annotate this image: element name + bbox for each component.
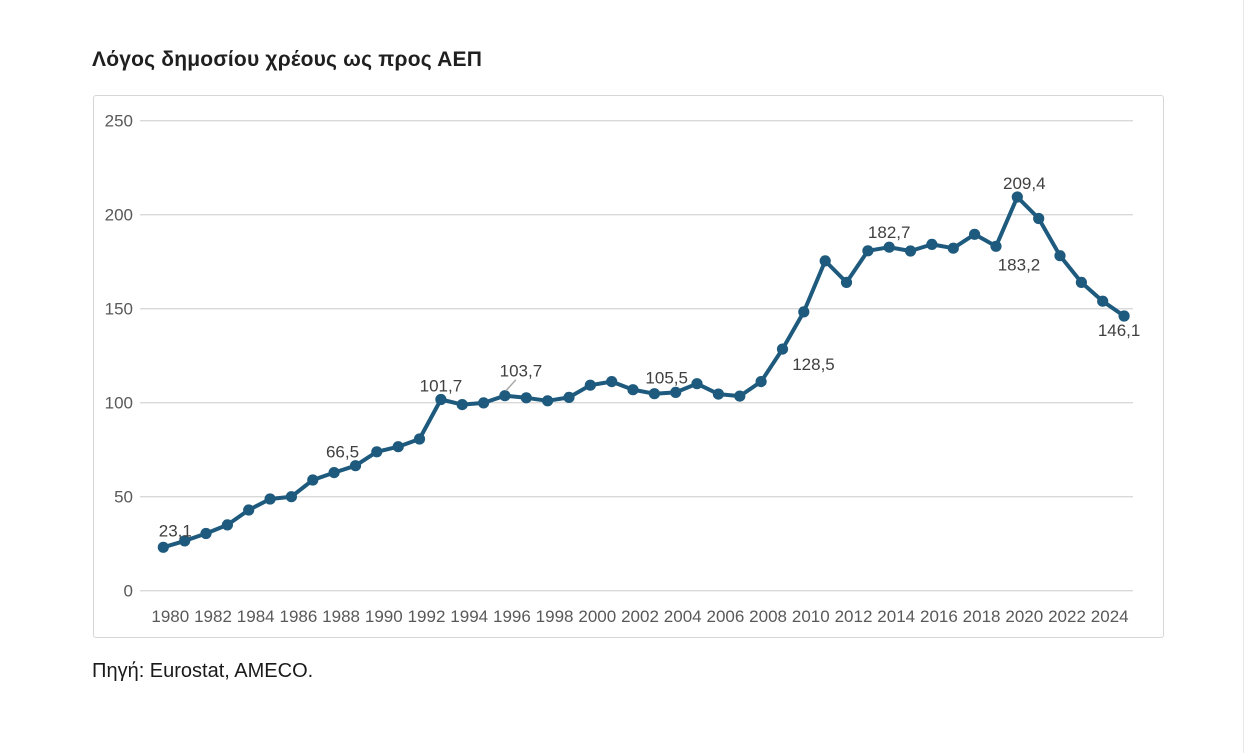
- data-point-1989: [349, 460, 362, 472]
- data-label-2025: 146,1: [1098, 321, 1141, 340]
- x-tick-2016: 2016: [920, 607, 958, 626]
- data-point-2001: [606, 376, 618, 388]
- data-label-2020: 209,4: [1003, 174, 1046, 193]
- data-point-2023: [1075, 276, 1087, 288]
- data-label-1996: 103,7: [500, 362, 543, 381]
- data-point-1992: [413, 433, 426, 445]
- data-point-2021: [1033, 212, 1045, 225]
- data-point-2017: [947, 242, 959, 254]
- data-point-1995: [478, 397, 490, 409]
- x-tick-1986: 1986: [279, 607, 317, 626]
- y-tick-200: 200: [105, 206, 133, 225]
- data-point-2019: [990, 240, 1002, 252]
- data-point-2008: [755, 376, 767, 388]
- y-tick-250: 250: [105, 112, 133, 131]
- data-point-1994: [456, 399, 468, 411]
- x-tick-2020: 2020: [1005, 607, 1043, 626]
- y-tick-100: 100: [105, 394, 133, 413]
- page-title: Λόγος δημοσίου χρέους ως προς ΑΕΠ: [92, 48, 483, 71]
- x-tick-2010: 2010: [792, 607, 830, 626]
- data-label-2019: 183,2: [998, 255, 1041, 274]
- data-point-2012: [840, 276, 853, 288]
- data-point-2015: [904, 245, 917, 257]
- data-point-1983: [221, 519, 233, 531]
- data-point-1999: [563, 391, 575, 403]
- data-point-1991: [392, 441, 404, 453]
- x-tick-2024: 2024: [1091, 607, 1129, 626]
- data-point-1993: [435, 393, 447, 406]
- x-tick-2022: 2022: [1048, 607, 1086, 626]
- data-point-2013: [862, 245, 874, 257]
- data-point-2000: [584, 379, 596, 391]
- x-tick-2014: 2014: [877, 607, 915, 626]
- data-point-1982: [200, 527, 212, 540]
- x-tick-2008: 2008: [749, 607, 787, 626]
- y-tick-150: 150: [105, 300, 133, 319]
- data-point-1984: [243, 504, 255, 516]
- x-tick-1994: 1994: [450, 607, 488, 626]
- data-point-1987: [307, 474, 319, 486]
- chart-container: [93, 95, 1164, 638]
- x-tick-1996: 1996: [493, 607, 531, 626]
- data-point-2004: [670, 386, 682, 398]
- series-line: [161, 195, 1127, 550]
- y-tick-50: 50: [114, 488, 133, 507]
- data-point-2022: [1054, 250, 1066, 262]
- data-point-1996: [499, 390, 511, 402]
- data-point-2011: [819, 255, 831, 267]
- x-tick-1984: 1984: [237, 607, 275, 626]
- data-point-2003: [648, 388, 661, 400]
- data-point-1997: [520, 392, 532, 404]
- data-point-2020: [1011, 191, 1023, 203]
- x-tick-2004: 2004: [664, 607, 702, 626]
- data-point-2010: [798, 306, 810, 318]
- data-point-2002: [627, 384, 639, 396]
- data-point-2025: [1118, 310, 1130, 322]
- data-label-1989: 66,5: [326, 443, 359, 462]
- data-point-1998: [542, 395, 554, 407]
- x-tick-2012: 2012: [835, 607, 873, 626]
- data-label-2004: 105,5: [645, 368, 688, 387]
- data-point-1986: [285, 491, 297, 503]
- y-tick-0: 0: [124, 582, 133, 601]
- page-edge-divider: [1243, 0, 1244, 753]
- data-point-2005: [691, 378, 703, 390]
- data-point-2024: [1097, 295, 1109, 307]
- x-tick-2018: 2018: [963, 607, 1001, 626]
- data-label-2014: 182,7: [868, 223, 911, 242]
- data-point-1990: [371, 446, 383, 458]
- data-point-2016: [926, 238, 938, 250]
- data-label-1993: 101,7: [420, 377, 463, 396]
- x-tick-1990: 1990: [365, 607, 403, 626]
- data-point-1980: [157, 541, 169, 553]
- data-point-2009: [776, 343, 789, 355]
- x-tick-1998: 1998: [536, 607, 574, 626]
- x-tick-1992: 1992: [408, 607, 446, 626]
- x-tick-1980: 1980: [151, 607, 189, 626]
- data-point-1981: [179, 535, 191, 547]
- x-tick-2006: 2006: [706, 607, 744, 626]
- data-point-2007: [734, 390, 746, 402]
- label-leader-line-1996: [505, 379, 517, 392]
- x-tick-1982: 1982: [194, 607, 232, 626]
- data-point-2014: [883, 241, 895, 253]
- x-tick-2000: 2000: [578, 607, 616, 626]
- data-point-1985: [264, 493, 276, 505]
- data-point-2018: [969, 228, 981, 240]
- data-point-1988: [328, 467, 340, 479]
- data-label-1980: 23,1: [159, 521, 192, 540]
- source-citation: Πηγή: Eurostat, AMECO.: [92, 660, 314, 682]
- x-tick-2002: 2002: [621, 607, 659, 626]
- data-point-2006: [712, 388, 725, 400]
- x-tick-1988: 1988: [322, 607, 360, 626]
- data-label-2009: 128,5: [792, 355, 835, 374]
